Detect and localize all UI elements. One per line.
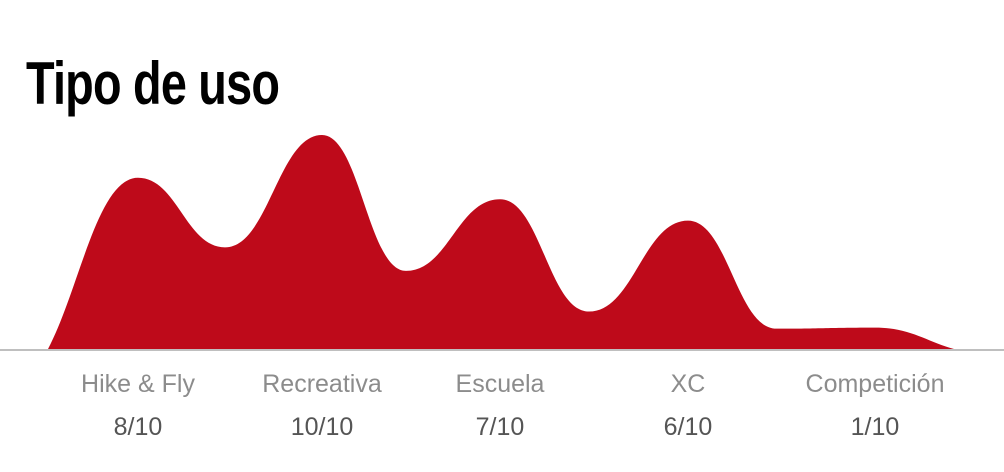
value-label: 1/10 bbox=[851, 413, 900, 441]
value-label: 10/10 bbox=[291, 413, 354, 441]
category-label: Hike & Fly bbox=[81, 370, 195, 398]
category-label: XC bbox=[671, 370, 706, 398]
value-label: 7/10 bbox=[476, 413, 525, 441]
value-labels: 8/10 10/10 7/10 6/10 1/10 bbox=[114, 413, 900, 441]
category-label: Competición bbox=[806, 370, 945, 398]
value-label: 6/10 bbox=[664, 413, 713, 441]
chart-title: Tipo de uso bbox=[26, 50, 280, 117]
category-labels: Hike & Fly Recreativa Escuela XC Competición bbox=[81, 370, 944, 398]
usage-area-shape bbox=[48, 135, 954, 349]
category-label: Escuela bbox=[456, 370, 545, 398]
value-label: 8/10 bbox=[114, 413, 163, 441]
category-label: Recreativa bbox=[262, 370, 382, 398]
